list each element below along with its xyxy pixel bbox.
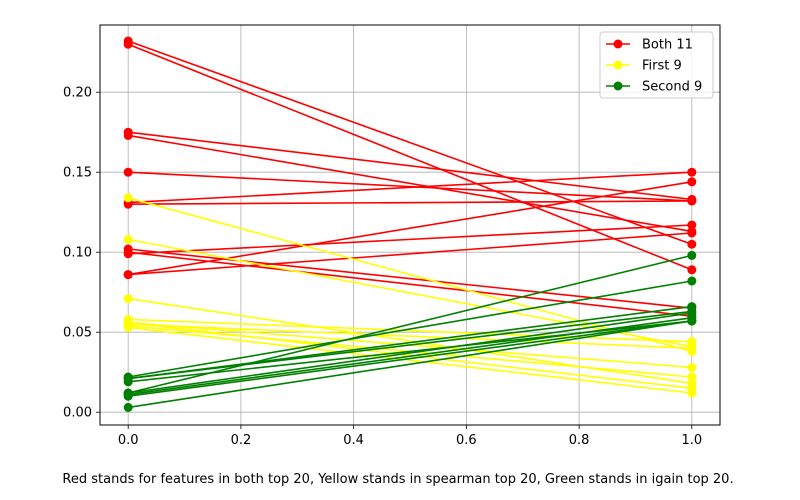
y-tick-label: 0.05	[63, 326, 92, 341]
x-tick-label: 0.4	[343, 433, 364, 448]
tick-layer: 0.0 0.2 0.4 0.6 0.8 1.0 0.00 0.05 0.10 0.15 0.20	[63, 86, 702, 448]
series-line	[128, 320, 692, 409]
data-point	[687, 228, 697, 238]
series-line	[128, 131, 692, 201]
axes-frame	[99, 24, 721, 426]
data-point	[687, 276, 697, 286]
legend: Both 11 First 9 Second 9	[599, 31, 714, 99]
legend-marker-second-9	[613, 81, 623, 91]
series-both-11	[123, 36, 697, 321]
data-point	[687, 372, 697, 382]
series-line	[127, 40, 693, 245]
series-line	[128, 224, 692, 255]
legend-marker-both-11	[613, 39, 623, 49]
series-line	[128, 238, 692, 348]
data-point	[687, 265, 697, 275]
series-line	[128, 171, 692, 204]
data-point	[123, 39, 133, 49]
series-line	[128, 312, 692, 394]
series-line	[128, 317, 692, 396]
legend-frame	[599, 31, 714, 99]
x-tick-label: 0.8	[569, 433, 590, 448]
y-tick-label: 0.15	[63, 166, 92, 181]
x-tick-label: 1.0	[681, 433, 702, 448]
y-tick-label: 0.20	[63, 86, 92, 101]
x-tick-label: 0.0	[118, 433, 139, 448]
series-line	[127, 254, 693, 394]
data-point	[687, 337, 697, 347]
data-point	[123, 193, 133, 203]
data-point	[123, 249, 133, 259]
data-point	[687, 250, 697, 260]
data-point	[123, 234, 133, 244]
data-point	[123, 391, 133, 401]
data-point	[687, 177, 697, 187]
legend-label-second-9: Second 9	[642, 80, 702, 95]
data-point	[123, 270, 133, 280]
series-line	[128, 310, 692, 380]
data-point	[123, 402, 133, 412]
legend-label-first-9: First 9	[642, 59, 682, 74]
x-tick-label: 0.2	[231, 433, 252, 448]
series-line	[127, 43, 693, 271]
data-point	[687, 388, 697, 398]
series-line	[128, 326, 692, 394]
data-point	[123, 167, 133, 177]
data-point	[687, 343, 697, 353]
y-tick-label: 0.10	[63, 246, 92, 261]
series-line	[128, 134, 692, 233]
series-line	[128, 323, 692, 349]
data-point	[123, 322, 133, 332]
figure-caption: Red stands for features in both top 20, …	[62, 472, 734, 487]
series-line	[128, 280, 692, 378]
data-point	[687, 316, 697, 326]
data-point	[123, 377, 133, 387]
x-tick-label: 0.6	[456, 433, 477, 448]
data-point	[687, 220, 697, 230]
data-point	[687, 167, 697, 177]
series-layer	[123, 36, 697, 412]
series-second-9	[123, 250, 697, 412]
data-point	[123, 130, 133, 140]
data-point	[687, 362, 697, 372]
series-line	[128, 200, 692, 205]
data-point	[123, 199, 133, 209]
legend-marker-first-9	[613, 60, 623, 70]
data-point	[123, 294, 133, 304]
series-line	[128, 320, 692, 397]
series-line	[128, 251, 692, 317]
legend-label-both-11: Both 11	[642, 38, 693, 53]
y-tick-label: 0.00	[63, 406, 92, 421]
data-point	[687, 239, 697, 249]
series-line	[128, 318, 692, 343]
data-point	[687, 196, 697, 206]
series-line	[128, 232, 692, 276]
series-line	[128, 181, 692, 276]
